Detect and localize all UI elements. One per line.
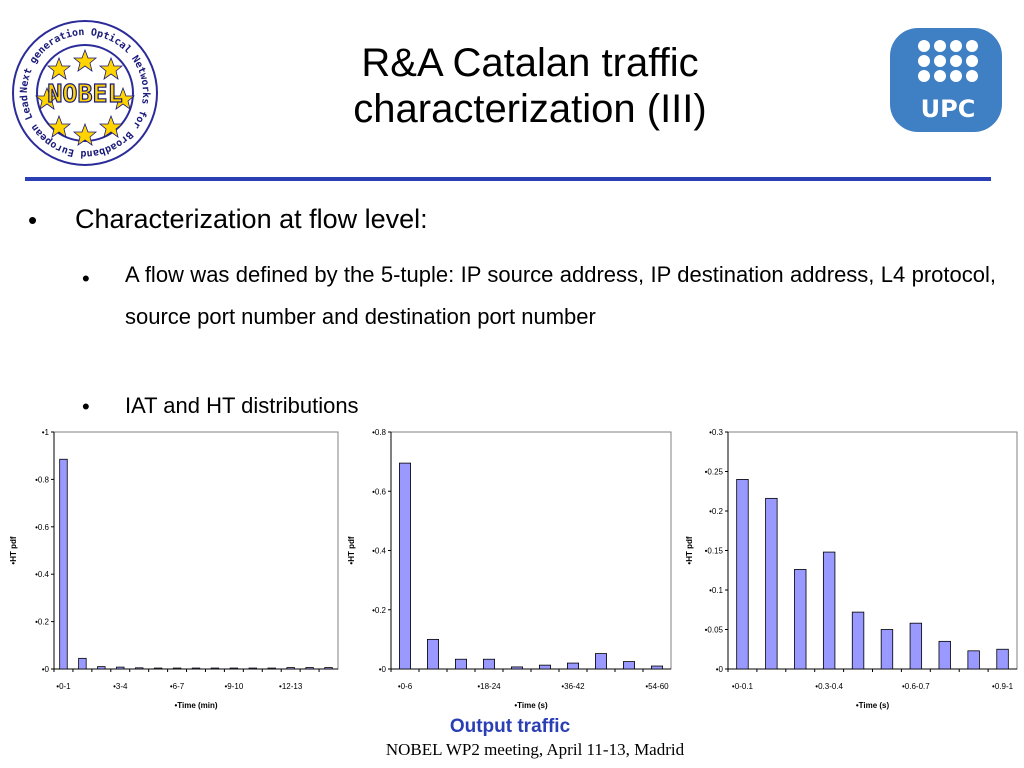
x-axis-label: •Time (s) bbox=[514, 701, 548, 710]
bullet-3-text: IAT and HT distributions bbox=[125, 393, 359, 418]
upc-dots-icon: UPC bbox=[918, 40, 978, 123]
bar bbox=[399, 462, 412, 670]
bar bbox=[566, 662, 579, 670]
bar bbox=[538, 664, 551, 670]
bar bbox=[736, 479, 749, 670]
plot-area bbox=[53, 431, 339, 670]
slide-title: R&A Catalan traffic characterization (II… bbox=[230, 40, 830, 132]
bar bbox=[967, 650, 980, 670]
bar bbox=[822, 551, 836, 670]
bar bbox=[324, 667, 333, 670]
y-tick-label: •0 bbox=[379, 665, 387, 674]
x-tick-label: •0-6 bbox=[398, 682, 413, 691]
x-tick-label: •0-0.1 bbox=[732, 682, 754, 691]
y-tick-label: •0.2 bbox=[372, 606, 386, 615]
bar bbox=[59, 458, 68, 670]
ht-pdf-chart-seconds: •0 •0.2 •0.4 •0.6 •0.8 •0-6 •18-24 •36-42 •54-60… bbox=[347, 428, 672, 710]
y-tick-label: •1 bbox=[42, 428, 50, 437]
y-tick-label: •0.6 bbox=[35, 523, 49, 532]
x-tick-label: •0.3-0.4 bbox=[815, 682, 843, 691]
title-line-2: characterization (III) bbox=[353, 87, 707, 131]
x-tick-label: •6-7 bbox=[170, 682, 185, 691]
x-tick-label: •0.6-0.7 bbox=[902, 682, 930, 691]
bullet-1-text: Characterization at flow level: bbox=[75, 204, 428, 234]
footer-text: NOBEL WP2 meeting, April 11-13, Madrid bbox=[385, 740, 685, 759]
y-tick-label: •0.15 bbox=[705, 547, 724, 556]
y-tick-label: •0.6 bbox=[372, 487, 386, 496]
bar bbox=[938, 640, 951, 670]
y-axis-label: •HT pdf bbox=[9, 536, 18, 564]
y-axis-label: •HT pdf bbox=[347, 536, 356, 564]
x-tick-label: •0-1 bbox=[56, 682, 71, 691]
logo-nobel-text: NOBEL bbox=[47, 79, 122, 108]
y-tick-label: •0.25 bbox=[705, 468, 724, 477]
bar bbox=[650, 665, 663, 670]
bar bbox=[880, 629, 894, 670]
bar bbox=[116, 666, 125, 670]
bar bbox=[305, 667, 314, 670]
bar bbox=[909, 622, 923, 670]
bar bbox=[153, 667, 163, 670]
bullet-3-marker: • bbox=[82, 394, 90, 419]
x-tick-label: •3-4 bbox=[113, 682, 128, 691]
y-tick-label: •0.3 bbox=[709, 428, 723, 437]
bar bbox=[97, 666, 106, 670]
bar bbox=[229, 667, 239, 670]
bar bbox=[996, 648, 1009, 670]
bar bbox=[455, 658, 468, 670]
y-tick-label: •0.4 bbox=[35, 570, 49, 579]
plot-area bbox=[390, 431, 672, 670]
y-tick-label: •0.8 bbox=[372, 428, 386, 437]
y-tick-label: •0.8 bbox=[35, 475, 49, 484]
y-tick-label: •0.1 bbox=[709, 586, 723, 595]
title-divider bbox=[25, 177, 991, 181]
x-tick-label: •18-24 bbox=[477, 682, 501, 691]
x-tick-label: •36-42 bbox=[561, 682, 585, 691]
x-axis-label: •Time (min) bbox=[174, 701, 217, 710]
bullet-1-marker: • bbox=[28, 205, 38, 235]
x-tick-label: •12-13 bbox=[279, 682, 303, 691]
nobel-logo: Next generation Optical Networks for Bro… bbox=[10, 18, 158, 166]
ht-pdf-chart-subsecond: •0 •0.05 •0.1 •0.15 •0.2 •0.25 •0.3 •0-0.1 •0.3-… bbox=[685, 428, 1018, 710]
x-tick-label: •54-60 bbox=[645, 682, 669, 691]
y-tick-label: •0 bbox=[716, 665, 724, 674]
y-axis-label: •HT pdf bbox=[685, 536, 694, 564]
bar bbox=[482, 658, 495, 670]
y-tick-label: •0.2 bbox=[35, 618, 49, 627]
bar bbox=[248, 667, 257, 670]
bar bbox=[794, 569, 807, 670]
bar bbox=[594, 653, 607, 670]
ht-pdf-chart-minutes: •0 •0.2 •0.4 •0.6 •0.8 •1 •0-1 •3-4 •6-7 •9-10 •12… bbox=[9, 428, 339, 710]
bar bbox=[510, 666, 523, 670]
x-tick-label: •0.9-1 bbox=[992, 682, 1014, 691]
star-icons bbox=[34, 48, 136, 146]
upc-logo: UPC bbox=[890, 28, 1002, 132]
bar bbox=[210, 667, 220, 670]
y-tick-label: •0.4 bbox=[372, 547, 386, 556]
y-tick-label: •0.05 bbox=[705, 626, 724, 635]
bar bbox=[267, 667, 276, 670]
bar bbox=[172, 667, 182, 670]
bar bbox=[427, 638, 440, 670]
bar bbox=[78, 657, 87, 670]
bullet-2-text: A flow was defined by the 5-tuple: IP so… bbox=[125, 262, 996, 329]
bar bbox=[286, 667, 295, 670]
bar bbox=[135, 667, 144, 670]
bar bbox=[765, 497, 778, 670]
bar bbox=[622, 661, 635, 670]
x-axis-label: •Time (s) bbox=[856, 701, 890, 710]
bar bbox=[191, 667, 201, 670]
y-tick-label: •0.2 bbox=[709, 507, 723, 516]
x-tick-label: •9-10 bbox=[224, 682, 243, 691]
y-tick-label: •0 bbox=[42, 665, 50, 674]
chart-caption: Output traffic bbox=[449, 716, 571, 737]
title-line-1: R&A Catalan traffic bbox=[361, 41, 699, 85]
bullet-2-marker: • bbox=[82, 266, 90, 291]
upc-text: UPC bbox=[921, 95, 976, 123]
bar bbox=[851, 611, 865, 670]
